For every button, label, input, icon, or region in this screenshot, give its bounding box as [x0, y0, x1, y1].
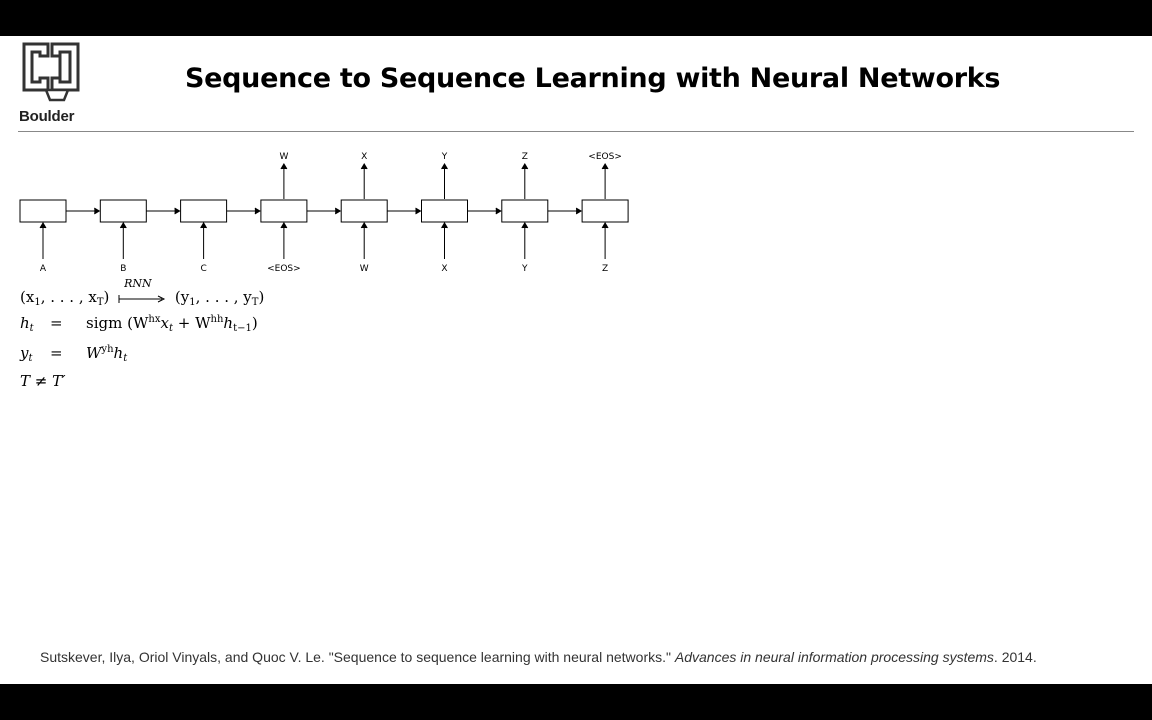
output-arrowhead-7 — [601, 163, 609, 170]
recurrent-arrowhead-4 — [415, 207, 422, 215]
rnn-cell-1 — [99, 199, 147, 223]
rnn-cell-7 — [581, 199, 629, 223]
input-label-3: <EOS> — [267, 264, 301, 274]
slide-title: Sequence to Sequence Learning with Neura… — [185, 63, 1001, 94]
output-label-6: Z — [522, 152, 528, 162]
output-label-7: <EOS> — [588, 152, 622, 162]
recurrent-arrowhead-1 — [174, 207, 181, 215]
rnn-cell-0 — [19, 199, 67, 223]
recurrent-arrowhead-3 — [334, 207, 342, 215]
input-label-4: W — [360, 264, 369, 274]
rnn-cell-6 — [501, 199, 549, 223]
input-arrowhead-3 — [280, 222, 288, 229]
input-arrowhead-6 — [521, 222, 529, 229]
hidden-state-equation: ht = sigm (Whxxt + Whhht−1) — [20, 314, 258, 334]
input-arrowhead-5 — [441, 222, 448, 229]
recurrent-arrowhead-2 — [254, 207, 261, 215]
output-label-5: Y — [441, 152, 448, 162]
recurrent-arrowhead-6 — [575, 207, 583, 215]
length-inequality: T ≠ T′ — [20, 372, 66, 390]
output-arrowhead-6 — [521, 163, 529, 170]
input-arrowhead-4 — [360, 222, 368, 229]
recurrent-arrowhead-0 — [94, 207, 101, 215]
rnn-cell-4 — [340, 199, 388, 223]
cu-logo-icon — [22, 42, 80, 102]
citation: Sutskever, Ilya, Oriol Vinyals, and Quoc… — [40, 649, 1037, 665]
input-arrowhead-0 — [39, 222, 47, 229]
input-label-2: C — [200, 264, 206, 274]
slide: Boulder Sequence to Sequence Learning wi… — [0, 36, 1152, 684]
recurrent-arrowhead-5 — [495, 207, 502, 215]
output-arrowhead-4 — [360, 163, 368, 170]
input-label-7: Z — [602, 264, 608, 274]
input-label-0: A — [40, 264, 47, 274]
logo-text: Boulder — [19, 108, 75, 125]
seq2seq-diagram: A B C <EOS> W W X X Y Y Z Z <EOS> — [19, 152, 629, 274]
output-equation: yt = Wyhht — [20, 344, 128, 364]
cu-boulder-logo: Boulder — [18, 42, 88, 125]
title-divider — [18, 131, 1134, 132]
input-arrowhead-7 — [601, 222, 609, 229]
output-label-4: X — [361, 152, 367, 162]
input-label-1: B — [120, 264, 126, 274]
rnn-cell-5 — [421, 199, 468, 223]
input-label-6: Y — [521, 264, 528, 274]
output-label-3: W — [279, 152, 288, 162]
input-arrowhead-2 — [200, 222, 208, 229]
input-arrowhead-1 — [119, 222, 127, 229]
input-label-5: X — [441, 264, 447, 274]
rnn-cell-2 — [180, 199, 228, 223]
output-arrowhead-3 — [280, 163, 288, 170]
mapping-equation: (x1, . . . , xT) RNN (y1, . . . , yT) — [20, 277, 265, 308]
output-arrowhead-5 — [441, 163, 448, 170]
rnn-arrow-icon: RNN — [118, 277, 166, 305]
rnn-cell-3 — [260, 199, 308, 223]
